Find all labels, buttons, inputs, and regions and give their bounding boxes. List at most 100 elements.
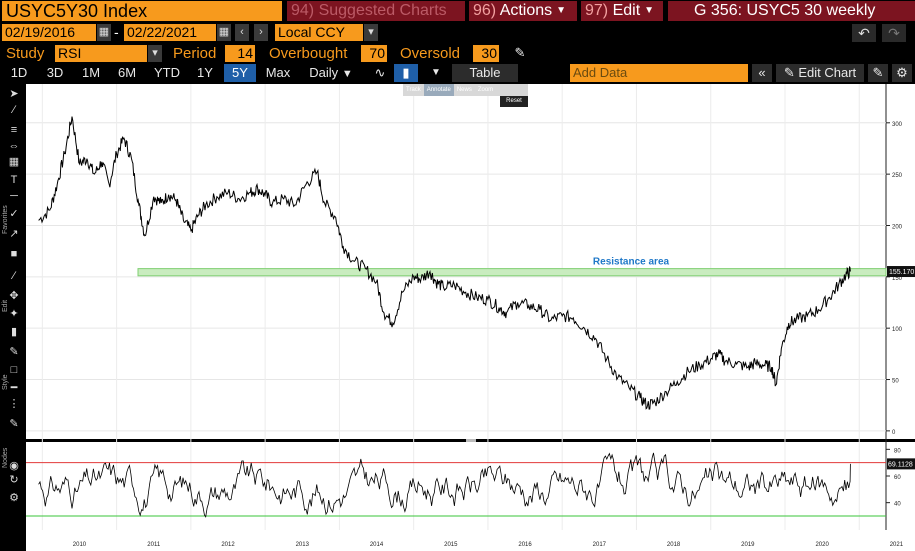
grid-tool-icon[interactable]: ▦ xyxy=(8,156,20,168)
text-tool-icon[interactable]: T xyxy=(10,174,18,186)
node-icon[interactable]: ◉ xyxy=(9,460,19,472)
news-button[interactable]: News xyxy=(456,87,472,93)
chevron-down-icon[interactable]: ▾ xyxy=(148,45,162,62)
x-tick-label: 2018 xyxy=(667,542,681,548)
range-button-ytd[interactable]: YTD xyxy=(154,65,180,80)
line-tool-icon[interactable]: ∕ xyxy=(13,270,15,282)
edit-chart-button[interactable]: ✎ Edit Chart xyxy=(776,64,864,82)
line-style-icon[interactable]: ━ xyxy=(10,382,18,394)
actions-label: Actions xyxy=(499,2,553,19)
date-separator: - xyxy=(114,24,119,40)
x-tick-label: 2020 xyxy=(815,542,829,548)
range-button-3d[interactable]: 3D xyxy=(46,65,64,80)
gear-icon[interactable]: ⚙ xyxy=(9,492,19,504)
end-date-field[interactable]: 02/22/2021 xyxy=(124,24,216,41)
ticker-field[interactable]: USYC5Y30 Index xyxy=(2,1,282,21)
suggested-charts-label: Suggested Charts xyxy=(318,2,447,19)
y-tick-label: 200 xyxy=(892,224,903,230)
calendar-icon[interactable]: ▦ xyxy=(97,24,111,41)
edit-menu-button[interactable]: 97) Edit ▼ xyxy=(581,1,663,21)
channel-tool-icon[interactable]: ⇔ xyxy=(8,140,20,152)
oversold-label: Oversold xyxy=(400,45,461,62)
calendar-icon[interactable]: ▦ xyxy=(217,24,231,41)
dotted-line-icon[interactable]: ⋮ xyxy=(8,398,20,410)
trash-icon[interactable]: ▮ xyxy=(10,326,18,338)
study-label: Study xyxy=(6,45,45,62)
chart-mini-toolbar: Track Annotate News Zoom xyxy=(403,84,528,96)
reset-button[interactable]: Reset xyxy=(500,96,528,107)
redo-icon[interactable]: ↷ xyxy=(882,24,906,42)
actions-button[interactable]: 96) Actions ▼ xyxy=(469,1,577,21)
currency-field[interactable]: Local CCY xyxy=(275,24,363,41)
caret-down-icon: ▼ xyxy=(556,5,567,16)
range-button-5y[interactable]: 5Y xyxy=(224,64,256,82)
overbought-input[interactable]: 70 xyxy=(361,45,387,62)
line-tool-icon[interactable]: ∕ xyxy=(13,104,15,116)
range-button-1d[interactable]: 1D xyxy=(10,65,28,80)
y-tick-label: 300 xyxy=(892,122,903,128)
y-tick-label: 0 xyxy=(892,430,896,436)
move-icon[interactable]: ✥ xyxy=(9,290,19,302)
track-button[interactable]: Track xyxy=(406,87,421,93)
chart-title: G 356: USYC5 30 weekly xyxy=(668,1,915,21)
pencil-icon[interactable]: ✎ xyxy=(9,418,19,430)
period-input[interactable]: 14 xyxy=(225,45,255,62)
brush-icon[interactable]: ✓ xyxy=(9,208,19,220)
x-tick-label: 2019 xyxy=(741,542,755,548)
range-button-max[interactable]: Max xyxy=(265,65,291,80)
magic-wand-icon[interactable]: ✦ xyxy=(9,308,19,320)
chevron-down-icon[interactable]: ▼ xyxy=(431,67,441,78)
rsi-y-axis: 40 60 80 xyxy=(886,448,901,508)
y-tick-label: 250 xyxy=(892,173,903,179)
suggested-charts-button[interactable]: 94) Suggested Charts xyxy=(287,1,465,21)
study-select[interactable]: RSI xyxy=(55,45,147,62)
rsi-tick-label: 80 xyxy=(894,448,901,454)
panel-resize-handle[interactable] xyxy=(466,439,476,442)
edit-chart-label: Edit Chart xyxy=(798,65,857,80)
chevron-down-icon[interactable]: ▾ xyxy=(364,24,378,41)
x-tick-label: 2014 xyxy=(370,542,384,548)
chevron-right-icon[interactable]: › xyxy=(254,24,268,41)
add-data-input[interactable]: Add Data xyxy=(570,64,748,82)
range-button-6m[interactable]: 6M xyxy=(117,65,137,80)
collapse-icon[interactable]: « xyxy=(752,64,772,82)
arrow-tool-icon[interactable]: ↗ xyxy=(9,228,19,240)
drawing-sidebar: ➤ ∕ ≡ ⇔ ▦ T ─ ✓ ↗ ■ ∕ ✥ ✦ ▮ ✎ □ ━ ⋮ ✎ ◉ … xyxy=(0,84,26,514)
oversold-input[interactable]: 30 xyxy=(473,45,499,62)
table-button[interactable]: Table xyxy=(452,64,518,82)
y-tick-label: 100 xyxy=(892,327,903,333)
chart-area[interactable]: Resistance area 0 50 100 150 200 250 300 155.1… xyxy=(0,84,915,551)
rectangle-tool-icon[interactable]: ■ xyxy=(10,248,18,260)
range-button-1m[interactable]: 1M xyxy=(81,65,101,80)
actions-number: 96) xyxy=(473,2,497,19)
study-bar: Study RSI ▾ Period 14 Overbought 70 Over… xyxy=(0,43,915,63)
period-label: Period xyxy=(173,45,217,62)
annotate-button[interactable]: Annotate xyxy=(423,84,454,96)
rsi-tick-label: 40 xyxy=(894,502,901,508)
cursor-icon[interactable]: ➤ xyxy=(9,88,19,100)
x-tick-label: 2021 xyxy=(890,542,904,548)
line-chart-icon[interactable]: ∿ xyxy=(374,65,386,80)
fib-tool-icon[interactable]: ≡ xyxy=(10,124,18,136)
x-tick-label: 2010 xyxy=(73,542,87,548)
square-icon[interactable]: □ xyxy=(10,364,18,376)
x-tick-label: 2017 xyxy=(593,542,607,548)
range-button-1y[interactable]: 1Y xyxy=(197,65,213,80)
gear-icon[interactable]: ⚙ xyxy=(892,64,912,82)
bar-chart-icon[interactable]: ▮ xyxy=(394,64,418,82)
x-tick-label: 2016 xyxy=(518,542,532,548)
refresh-icon[interactable]: ↻ xyxy=(9,474,19,486)
edit-settings-icon[interactable]: ✎ xyxy=(868,64,888,82)
pencil-icon[interactable]: ✎ xyxy=(514,45,526,60)
caret-down-icon: ▼ xyxy=(644,5,655,16)
y-tick-label: 50 xyxy=(892,379,899,385)
ruler-icon[interactable]: ─ xyxy=(10,190,18,202)
pen-tool-icon[interactable]: ✎ xyxy=(9,346,19,358)
zoom-button[interactable]: Zoom xyxy=(477,87,494,93)
chevron-left-icon[interactable]: ‹ xyxy=(235,24,249,41)
undo-icon[interactable]: ↶ xyxy=(852,24,876,42)
frequency-select[interactable]: Daily ▼ xyxy=(302,64,360,82)
start-date-field[interactable]: 02/19/2016 xyxy=(2,24,96,41)
last-rsi-badge xyxy=(887,458,915,470)
date-range-bar: 02/19/2016 ▦ - 02/22/2021 ▦ ‹ › Local CC… xyxy=(0,22,915,42)
